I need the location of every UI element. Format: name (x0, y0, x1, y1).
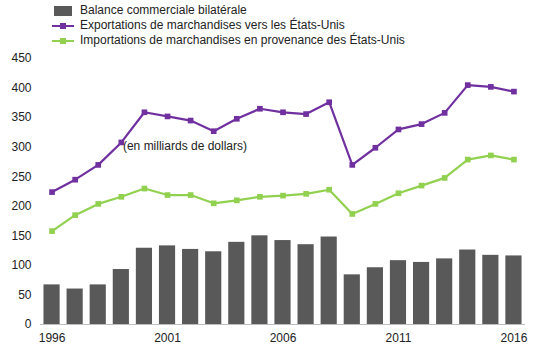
html-text:Balance commerciale bilatérale: Balance commerciale bilatérale (80, 3, 247, 17)
html-text:Importations de marchandises e: Importations de marchandises en provenan… (80, 33, 405, 47)
svg-text:200: 200 (11, 199, 31, 213)
svg-text:2001: 2001 (154, 331, 181, 345)
svg-text:450: 450 (11, 51, 31, 65)
svg-text:400: 400 (11, 81, 31, 95)
svg-text:50: 50 (18, 288, 32, 302)
svg-text:350: 350 (11, 110, 31, 124)
svg-text:(en milliards de dollars): (en milliards de dollars) (123, 139, 247, 153)
svg-text:150: 150 (11, 229, 31, 243)
svg-text:100: 100 (11, 258, 31, 272)
html-text:Exportations de marchandises v: Exportations de marchandises vers les Ét… (80, 18, 345, 32)
svg-text:1996: 1996 (39, 331, 66, 345)
svg-text:300: 300 (11, 140, 31, 154)
svg-text:2006: 2006 (270, 331, 297, 345)
svg-text:2011: 2011 (386, 331, 412, 345)
svg-text:2016: 2016 (501, 331, 528, 345)
svg-text:250: 250 (11, 170, 31, 184)
svg-text:0: 0 (25, 317, 32, 331)
